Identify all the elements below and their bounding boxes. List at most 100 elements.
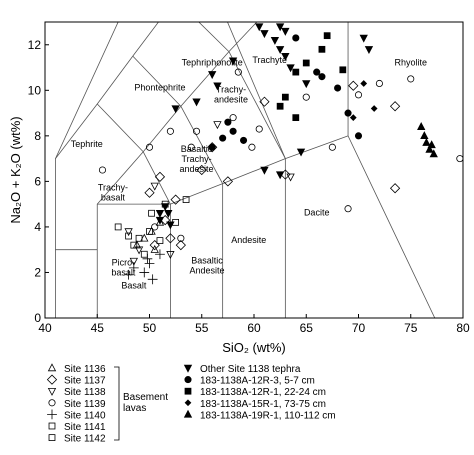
marker <box>360 80 368 87</box>
marker <box>125 232 132 240</box>
marker <box>224 118 232 126</box>
legend-label: Site 1138 <box>64 387 106 398</box>
field-label: basalt <box>111 268 136 278</box>
legend-marker <box>184 399 192 407</box>
field-label: Picro- <box>112 258 136 268</box>
marker <box>98 166 107 174</box>
marker <box>155 249 165 260</box>
marker <box>275 171 285 180</box>
marker <box>135 234 143 242</box>
y-tick-label: 6 <box>34 174 41 188</box>
field-label: Basaltic <box>181 144 213 154</box>
x-tick-label: 65 <box>300 321 314 335</box>
field-label: Trachy- <box>216 85 246 95</box>
marker <box>407 75 415 83</box>
marker <box>281 27 290 36</box>
marker <box>292 68 300 76</box>
marker <box>182 196 190 203</box>
marker <box>344 205 352 213</box>
marker <box>313 68 321 76</box>
marker <box>323 32 331 40</box>
marker <box>170 194 181 205</box>
marker <box>124 228 133 237</box>
field-label: Dacite <box>304 208 330 218</box>
marker <box>427 140 436 149</box>
field-boundary <box>227 22 286 159</box>
marker <box>148 209 155 217</box>
field-boundary <box>96 22 258 318</box>
marker <box>281 93 289 101</box>
field-boundary <box>96 103 144 153</box>
legend-group-label: Basement <box>123 392 168 403</box>
marker <box>166 127 174 135</box>
marker <box>171 105 180 114</box>
legend-label: 183-1138A-19R-1, 110-112 cm <box>200 410 336 421</box>
legend-label: Site 1136 <box>64 364 106 375</box>
legend-label: Site 1137 <box>64 376 106 387</box>
legend-label: 183-1138A-15R-1, 73-75 cm <box>200 399 326 410</box>
marker <box>229 127 237 135</box>
marker <box>156 237 164 244</box>
y-axis-label: Na₂O + K₂O (wt%) <box>8 116 23 223</box>
marker <box>420 131 429 140</box>
legend-label: Site 1142 <box>64 434 106 445</box>
marker <box>292 34 300 42</box>
y-tick-label: 10 <box>28 83 42 97</box>
field-label: Basaltic <box>191 255 223 265</box>
legend-label: Other Site 1138 tephra <box>200 364 301 375</box>
marker <box>234 68 242 76</box>
legend-marker <box>47 363 57 372</box>
legend-marker <box>184 387 192 395</box>
marker <box>422 137 431 146</box>
x-tick-label: 45 <box>91 321 105 335</box>
marker <box>328 143 336 151</box>
field-boundary <box>55 22 119 159</box>
x-tick-label: 80 <box>456 321 470 335</box>
legend-label: Site 1140 <box>64 410 106 421</box>
marker <box>222 176 233 187</box>
marker <box>389 101 401 112</box>
legend-marker <box>48 399 56 407</box>
x-tick-label: 40 <box>38 321 52 335</box>
marker <box>375 79 383 88</box>
y-tick-label: 12 <box>28 38 42 52</box>
marker <box>139 267 150 278</box>
marker <box>248 143 256 151</box>
y-tick-label: 2 <box>34 265 41 279</box>
marker <box>144 258 155 269</box>
marker <box>318 73 326 81</box>
marker <box>354 132 363 140</box>
marker <box>302 93 310 101</box>
marker <box>177 234 185 242</box>
marker <box>275 23 285 32</box>
marker <box>255 125 263 133</box>
legend-label: Site 1141 <box>64 422 106 433</box>
marker <box>134 246 144 255</box>
marker <box>196 164 207 176</box>
field-boundary <box>180 106 224 184</box>
legend-label: Site 1139 <box>64 399 106 410</box>
y-tick-label: 4 <box>34 220 41 234</box>
marker <box>114 223 122 231</box>
legend-bracket <box>114 366 120 441</box>
marker <box>286 64 295 73</box>
marker <box>175 240 186 251</box>
marker <box>213 82 222 91</box>
field-label: Phontephrite <box>134 82 185 92</box>
marker <box>339 66 347 74</box>
marker <box>208 71 217 80</box>
y-tick-label: 8 <box>34 129 41 143</box>
marker <box>344 109 352 117</box>
legend-marker <box>48 422 56 430</box>
field-label: Trachy- <box>98 182 128 192</box>
field-label: Trachy- <box>181 154 211 164</box>
marker <box>164 210 173 218</box>
marker <box>130 241 138 249</box>
marker <box>123 269 134 280</box>
legend-marker <box>47 409 57 420</box>
y-tick-label: 0 <box>34 311 41 325</box>
marker <box>150 182 159 191</box>
x-tick-label: 70 <box>352 321 366 335</box>
marker <box>150 244 159 253</box>
marker <box>417 122 426 130</box>
